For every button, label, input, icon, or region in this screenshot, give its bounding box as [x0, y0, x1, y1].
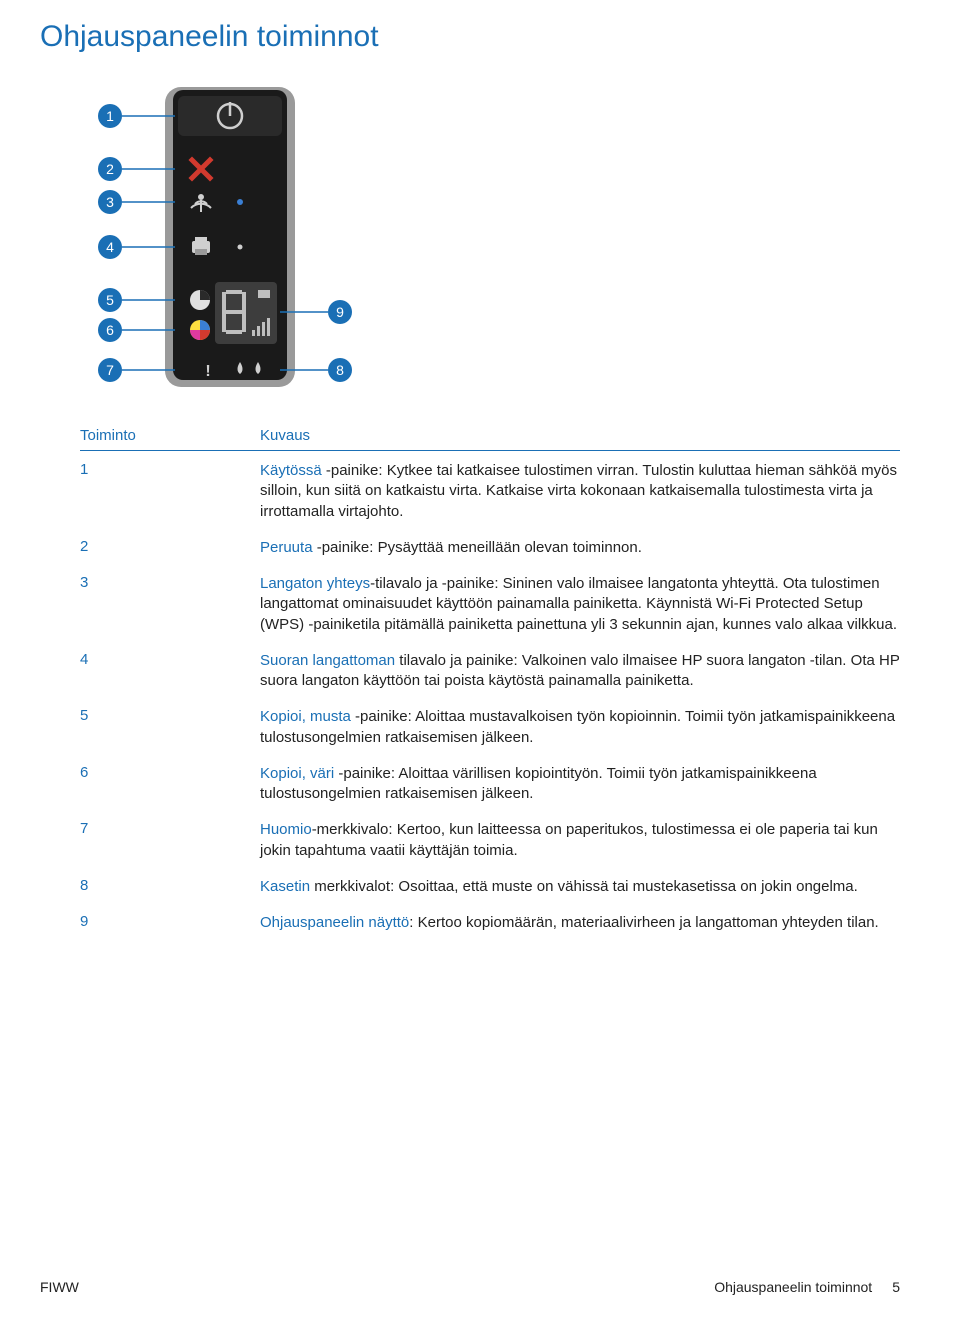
term-link: Peruuta [260, 539, 313, 556]
row-description: Kopioi, musta -painike: Aloittaa mustava… [260, 707, 900, 748]
row-description: Ohjauspaneelin näyttö: Kertoo kopiomäärä… [260, 913, 900, 933]
term-link: Ohjauspaneelin näyttö [260, 914, 409, 931]
row-description: Huomio-merkkivalo: Kertoo, kun laitteess… [260, 820, 900, 861]
table-row: 2Peruuta -painike: Pysäyttää meneillään … [80, 538, 900, 558]
term-link: Kopioi, väri [260, 765, 334, 782]
row-number: 3 [80, 574, 260, 635]
page-footer: FIWW Ohjauspaneelin toiminnot 5 [40, 1279, 900, 1295]
row-number: 2 [80, 538, 260, 558]
term-link: Langaton yhteys [260, 575, 370, 592]
functions-table: Toiminto Kuvaus 1Käytössä -painike: Kytk… [80, 427, 900, 933]
footer-page-number: 5 [892, 1279, 900, 1295]
row-description: Käytössä -painike: Kytkee tai katkaisee … [260, 461, 900, 522]
svg-text:2: 2 [106, 161, 114, 177]
row-description: Kasetin merkkivalot: Osoittaa, että must… [260, 877, 900, 897]
row-description: Peruuta -painike: Pysäyttää meneillään o… [260, 538, 900, 558]
table-row: 3Langaton yhteys-tilavalo ja -painike: S… [80, 574, 900, 635]
svg-text:3: 3 [106, 194, 114, 210]
footer-section: Ohjauspaneelin toiminnot [714, 1279, 872, 1295]
term-link: Kopioi, musta [260, 708, 351, 725]
table-row: 4Suoran langattoman tilavalo ja painike:… [80, 651, 900, 692]
row-description: Langaton yhteys-tilavalo ja -painike: Si… [260, 574, 900, 635]
svg-text:9: 9 [336, 304, 344, 320]
row-number: 4 [80, 651, 260, 692]
table-row: 7Huomio-merkkivalo: Kertoo, kun laittees… [80, 820, 900, 861]
table-row: 8Kasetin merkkivalot: Osoittaa, että mus… [80, 877, 900, 897]
table-row: 9Ohjauspaneelin näyttö: Kertoo kopiomäär… [80, 913, 900, 933]
row-number: 5 [80, 707, 260, 748]
svg-text:8: 8 [336, 362, 344, 378]
page-title: Ohjauspaneelin toiminnot [40, 20, 900, 54]
term-link: Suoran langattoman [260, 652, 395, 669]
table-row: 6Kopioi, väri -painike: Aloittaa värilli… [80, 764, 900, 805]
svg-text:6: 6 [106, 322, 114, 338]
table-header-right: Kuvaus [260, 427, 900, 444]
svg-text:7: 7 [106, 362, 114, 378]
svg-text:5: 5 [106, 292, 114, 308]
row-number: 1 [80, 461, 260, 522]
term-link: Huomio [260, 821, 312, 838]
control-panel-diagram: ! 1 2 3 4 5 6 7 9 8 [80, 82, 900, 397]
row-number: 7 [80, 820, 260, 861]
row-number: 9 [80, 913, 260, 933]
row-number: 6 [80, 764, 260, 805]
row-description: Kopioi, väri -painike: Aloittaa värillis… [260, 764, 900, 805]
table-row: 1Käytössä -painike: Kytkee tai katkaisee… [80, 461, 900, 522]
svg-text:!: ! [205, 363, 210, 380]
term-link: Käytössä [260, 462, 322, 479]
footer-left: FIWW [40, 1279, 79, 1295]
row-number: 8 [80, 877, 260, 897]
term-link: Kasetin [260, 878, 310, 895]
svg-text:1: 1 [106, 108, 114, 124]
row-description: Suoran langattoman tilavalo ja painike: … [260, 651, 900, 692]
table-header-left: Toiminto [80, 427, 260, 444]
svg-text:4: 4 [106, 239, 114, 255]
table-row: 5Kopioi, musta -painike: Aloittaa mustav… [80, 707, 900, 748]
